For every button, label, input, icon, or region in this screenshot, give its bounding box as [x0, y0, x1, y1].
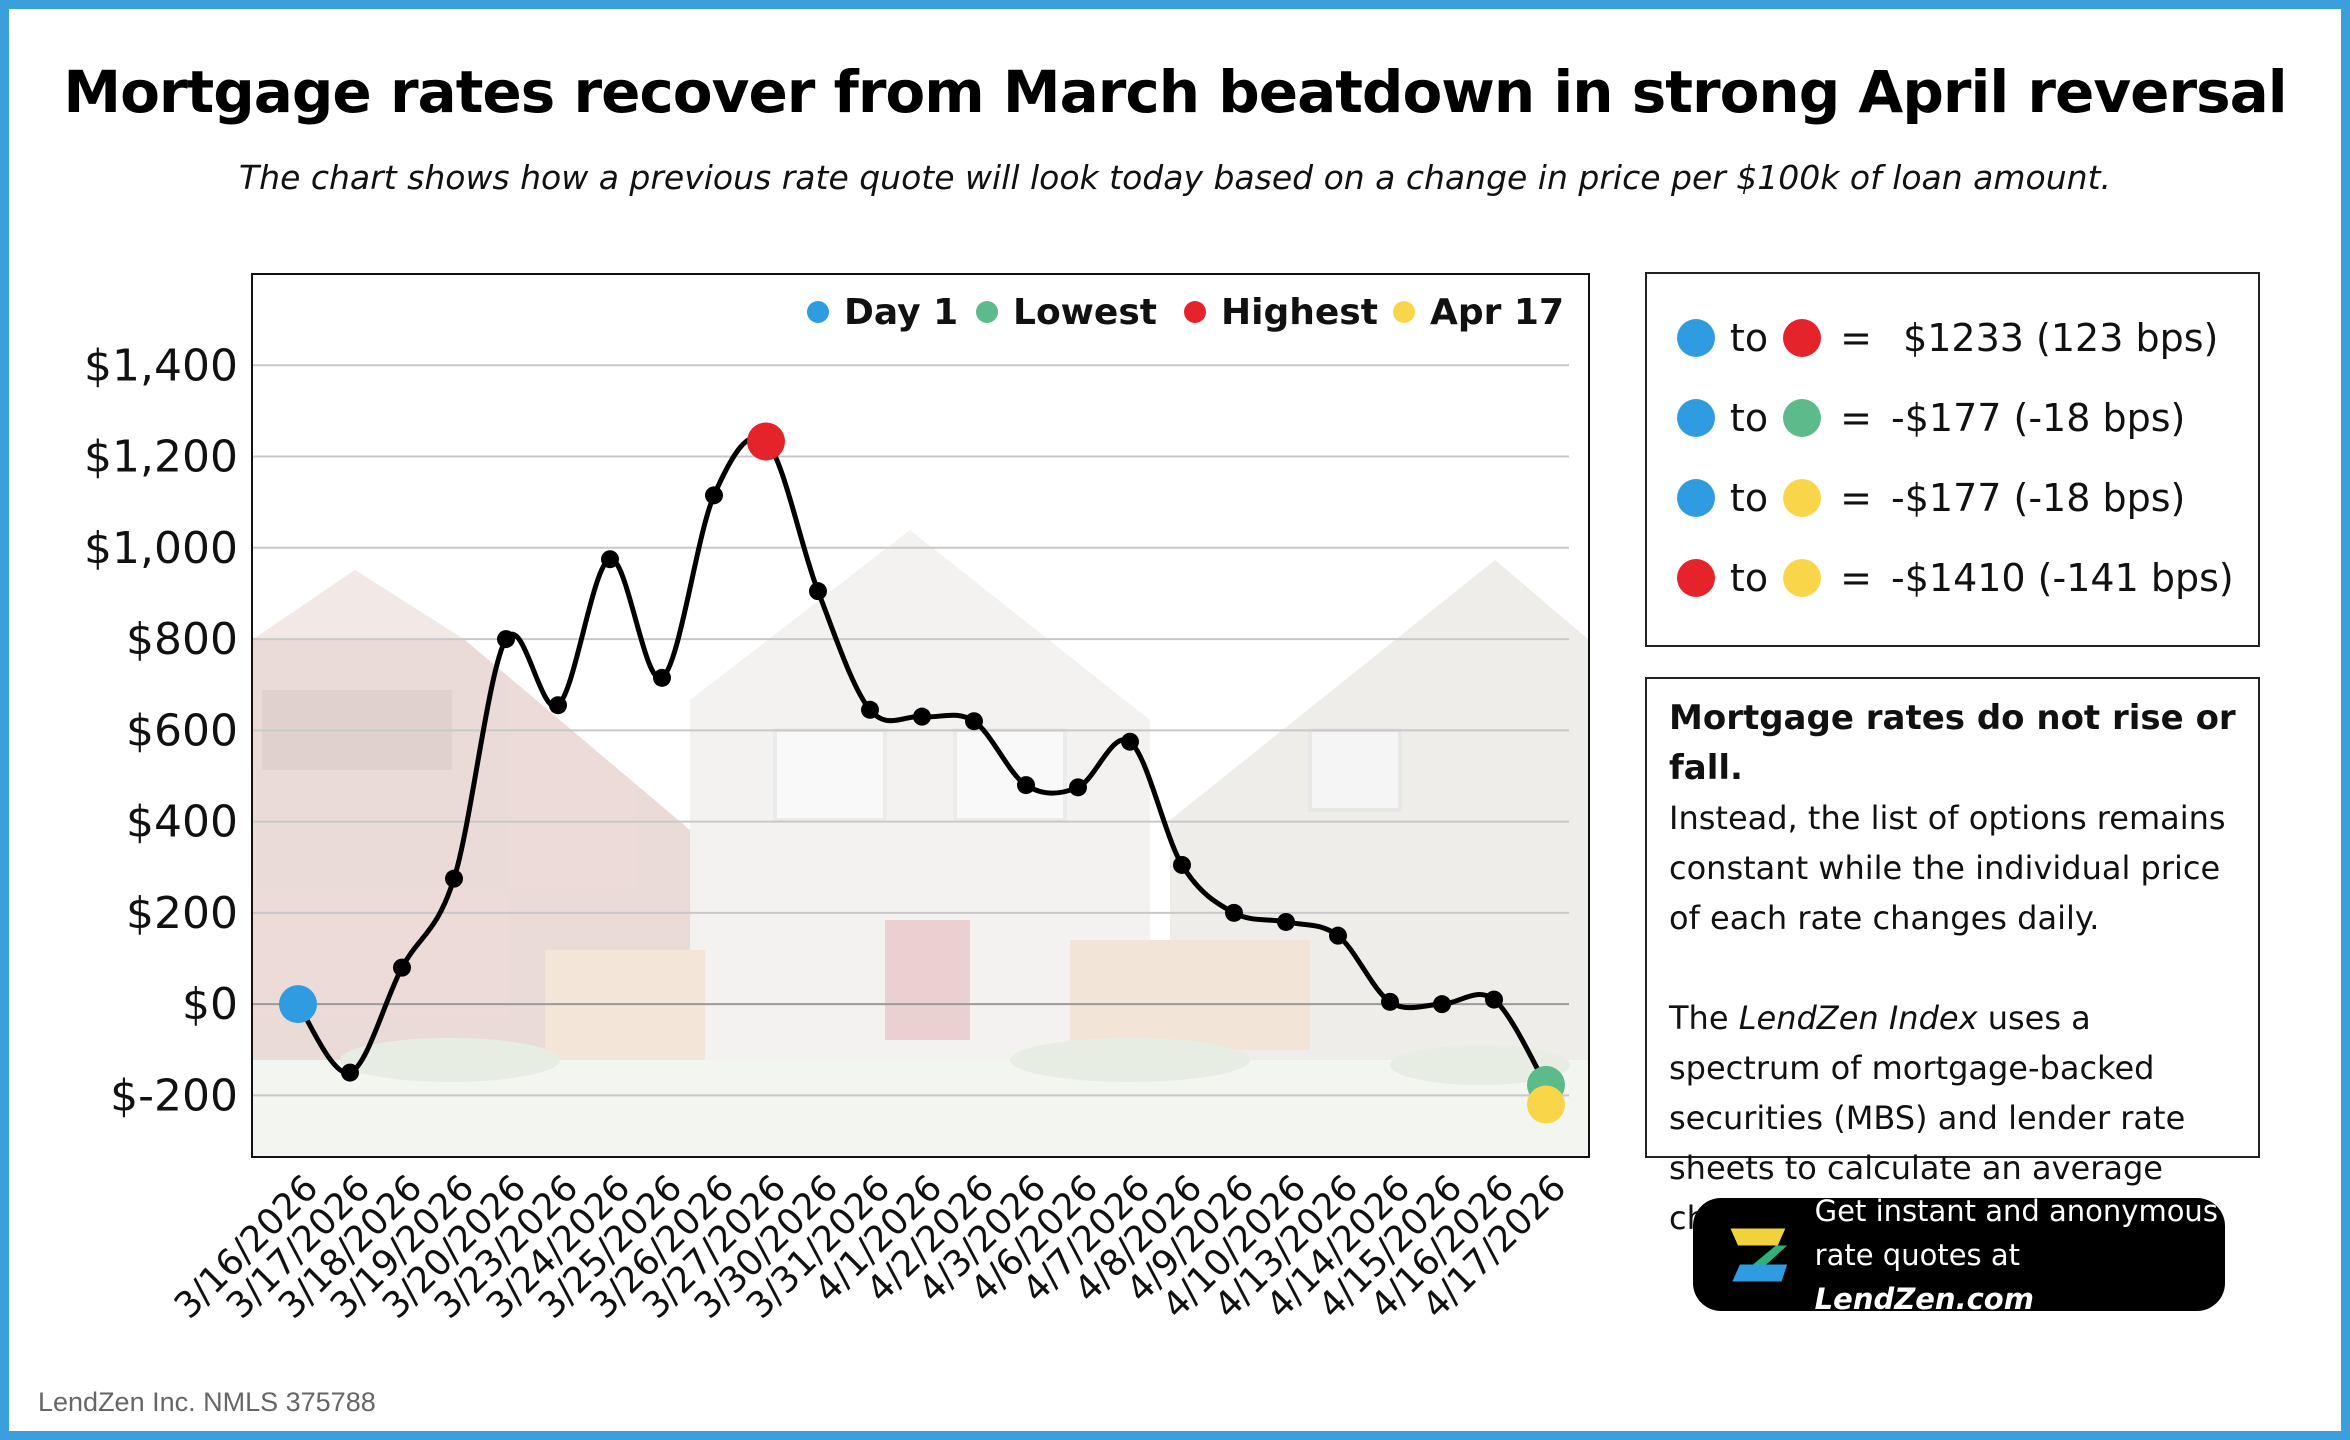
- data-point-4/6/2026: [1069, 778, 1087, 797]
- get-quotes-button[interactable]: Get instant and anonymous rate quotes at…: [1693, 1194, 2225, 1316]
- data-point-3/31/2026: [861, 700, 879, 719]
- legend-dot-day-1: [807, 301, 829, 323]
- footer-nmls: LendZen Inc. NMLS 375788: [38, 1387, 376, 1417]
- p2-text: The: [1669, 999, 1739, 1037]
- chart-legend: Day 1 Lowest Highest Apr 17: [807, 292, 1564, 333]
- comparison-value: -$177 (-18 bps): [1891, 476, 2186, 520]
- data-point-4/2/2026: [965, 712, 983, 731]
- grid-lines: [252, 364, 1569, 1097]
- data-point-4/9/2026: [1225, 903, 1243, 922]
- legend-label: Highest: [1221, 292, 1378, 333]
- dot-to: [1783, 479, 1821, 517]
- legend-label: Lowest: [1013, 292, 1157, 333]
- legend-label: Apr 17: [1430, 292, 1564, 333]
- data-point-3/23/2026: [549, 696, 567, 715]
- series-line: [295, 434, 1549, 1087]
- comparison-row: to = -$177 (-18 bps): [1677, 468, 2185, 528]
- comparison-value: -$177 (-18 bps): [1891, 396, 2186, 440]
- comparison-to: to: [1729, 396, 1769, 440]
- explanation-paragraph-1: Instead, the list of options remains con…: [1669, 799, 2226, 937]
- data-point-4/16/2026: [1485, 990, 1503, 1009]
- marker-highest: [747, 422, 785, 461]
- dot-to: [1783, 559, 1821, 597]
- y-tick-label: $600: [126, 705, 238, 756]
- cta-line-2: rate quotes at LendZen.com: [1815, 1233, 2225, 1321]
- lendzen-index-term: LendZen Index: [1738, 999, 1978, 1037]
- y-tick-label: $0: [182, 979, 238, 1030]
- comparison-to: to: [1729, 556, 1769, 600]
- comparison-equals: =: [1840, 316, 1872, 360]
- dot-from: [1677, 559, 1715, 597]
- x-axis-ticks: 3/16/20263/17/20263/18/20263/19/20263/20…: [167, 1167, 1575, 1327]
- legend-dot-highest: [1184, 301, 1206, 323]
- data-point-4/14/2026: [1381, 992, 1399, 1011]
- data-point-3/25/2026: [653, 668, 671, 687]
- y-tick-label: $200: [126, 888, 238, 939]
- y-tick-label: $800: [126, 614, 238, 665]
- data-point-4/10/2026: [1277, 912, 1295, 931]
- legend-dot-apr-17: [1393, 301, 1415, 323]
- lendzen-z-logo-icon: [1730, 1228, 1788, 1281]
- comparison-to: to: [1729, 476, 1769, 520]
- data-point-3/30/2026: [809, 582, 827, 601]
- comparison-to: to: [1729, 316, 1769, 360]
- dot-from: [1677, 479, 1715, 517]
- cta-text: Get instant and anonymous rate quotes at…: [1815, 1189, 2225, 1321]
- y-tick-label: $-200: [110, 1070, 238, 1121]
- highlight-markers: [279, 422, 1565, 1124]
- y-tick-label: $1,200: [84, 432, 238, 483]
- y-axis-ticks: $-200 $0 $200 $400 $600 $800 $1,000 $1,200 $1,40…: [84, 340, 238, 1121]
- data-point-3/17/2026: [341, 1063, 359, 1082]
- cta-brand-link[interactable]: LendZen.com: [1814, 1281, 2034, 1316]
- y-tick-label: $400: [126, 797, 238, 848]
- chart-subtitle: The chart shows how a previous rate quot…: [239, 158, 2111, 197]
- data-point-3/24/2026: [601, 550, 619, 569]
- comparison-panel: to = $1233 (123 bps) to = -$177 (-18 bps…: [1645, 272, 2260, 647]
- data-point-3/20/2026: [497, 630, 515, 649]
- cta-prefix: rate quotes at: [1814, 1237, 2021, 1272]
- data-point-3/18/2026: [393, 958, 411, 977]
- comparison-equals: =: [1840, 396, 1872, 440]
- explanation-heading: Mortgage rates do not rise or fall.: [1669, 698, 2236, 788]
- chart-title: Mortgage rates recover from March beatdo…: [63, 58, 2287, 126]
- explanation-panel: Mortgage rates do not rise or fall. Inst…: [1645, 677, 2260, 1237]
- dot-from: [1677, 399, 1715, 437]
- cta-line-1: Get instant and anonymous: [1814, 1193, 2218, 1228]
- comparison-row: to = $1233 (123 bps): [1677, 308, 2218, 368]
- comparison-row: to = -$177 (-18 bps): [1677, 388, 2185, 448]
- data-point-4/1/2026: [913, 707, 931, 726]
- data-point-3/26/2026: [705, 486, 723, 505]
- dot-to: [1783, 399, 1821, 437]
- y-tick-label: $1,400: [84, 340, 238, 391]
- comparison-row: to = -$1410 (-141 bps): [1677, 548, 2234, 608]
- marker-day-1: [279, 985, 317, 1024]
- comparison-equals: =: [1840, 556, 1872, 600]
- y-tick-label: $1,000: [84, 523, 238, 574]
- data-point-4/3/2026: [1017, 776, 1035, 795]
- marker-apr-17: [1527, 1085, 1565, 1124]
- comparison-equals: =: [1840, 476, 1872, 520]
- data-point-4/7/2026: [1121, 732, 1139, 751]
- legend-label: Day 1: [844, 292, 958, 333]
- data-point-3/19/2026: [445, 869, 463, 888]
- data-point-4/8/2026: [1173, 855, 1191, 874]
- data-point-4/13/2026: [1329, 926, 1347, 945]
- plot-background: [252, 274, 1589, 1157]
- comparison-value: -$1410 (-141 bps): [1891, 556, 2234, 600]
- dot-to: [1783, 319, 1821, 357]
- comparison-value: $1233 (123 bps): [1891, 316, 2219, 360]
- dot-from: [1677, 319, 1715, 357]
- legend-dot-lowest: [976, 301, 998, 323]
- data-point-4/15/2026: [1433, 995, 1451, 1014]
